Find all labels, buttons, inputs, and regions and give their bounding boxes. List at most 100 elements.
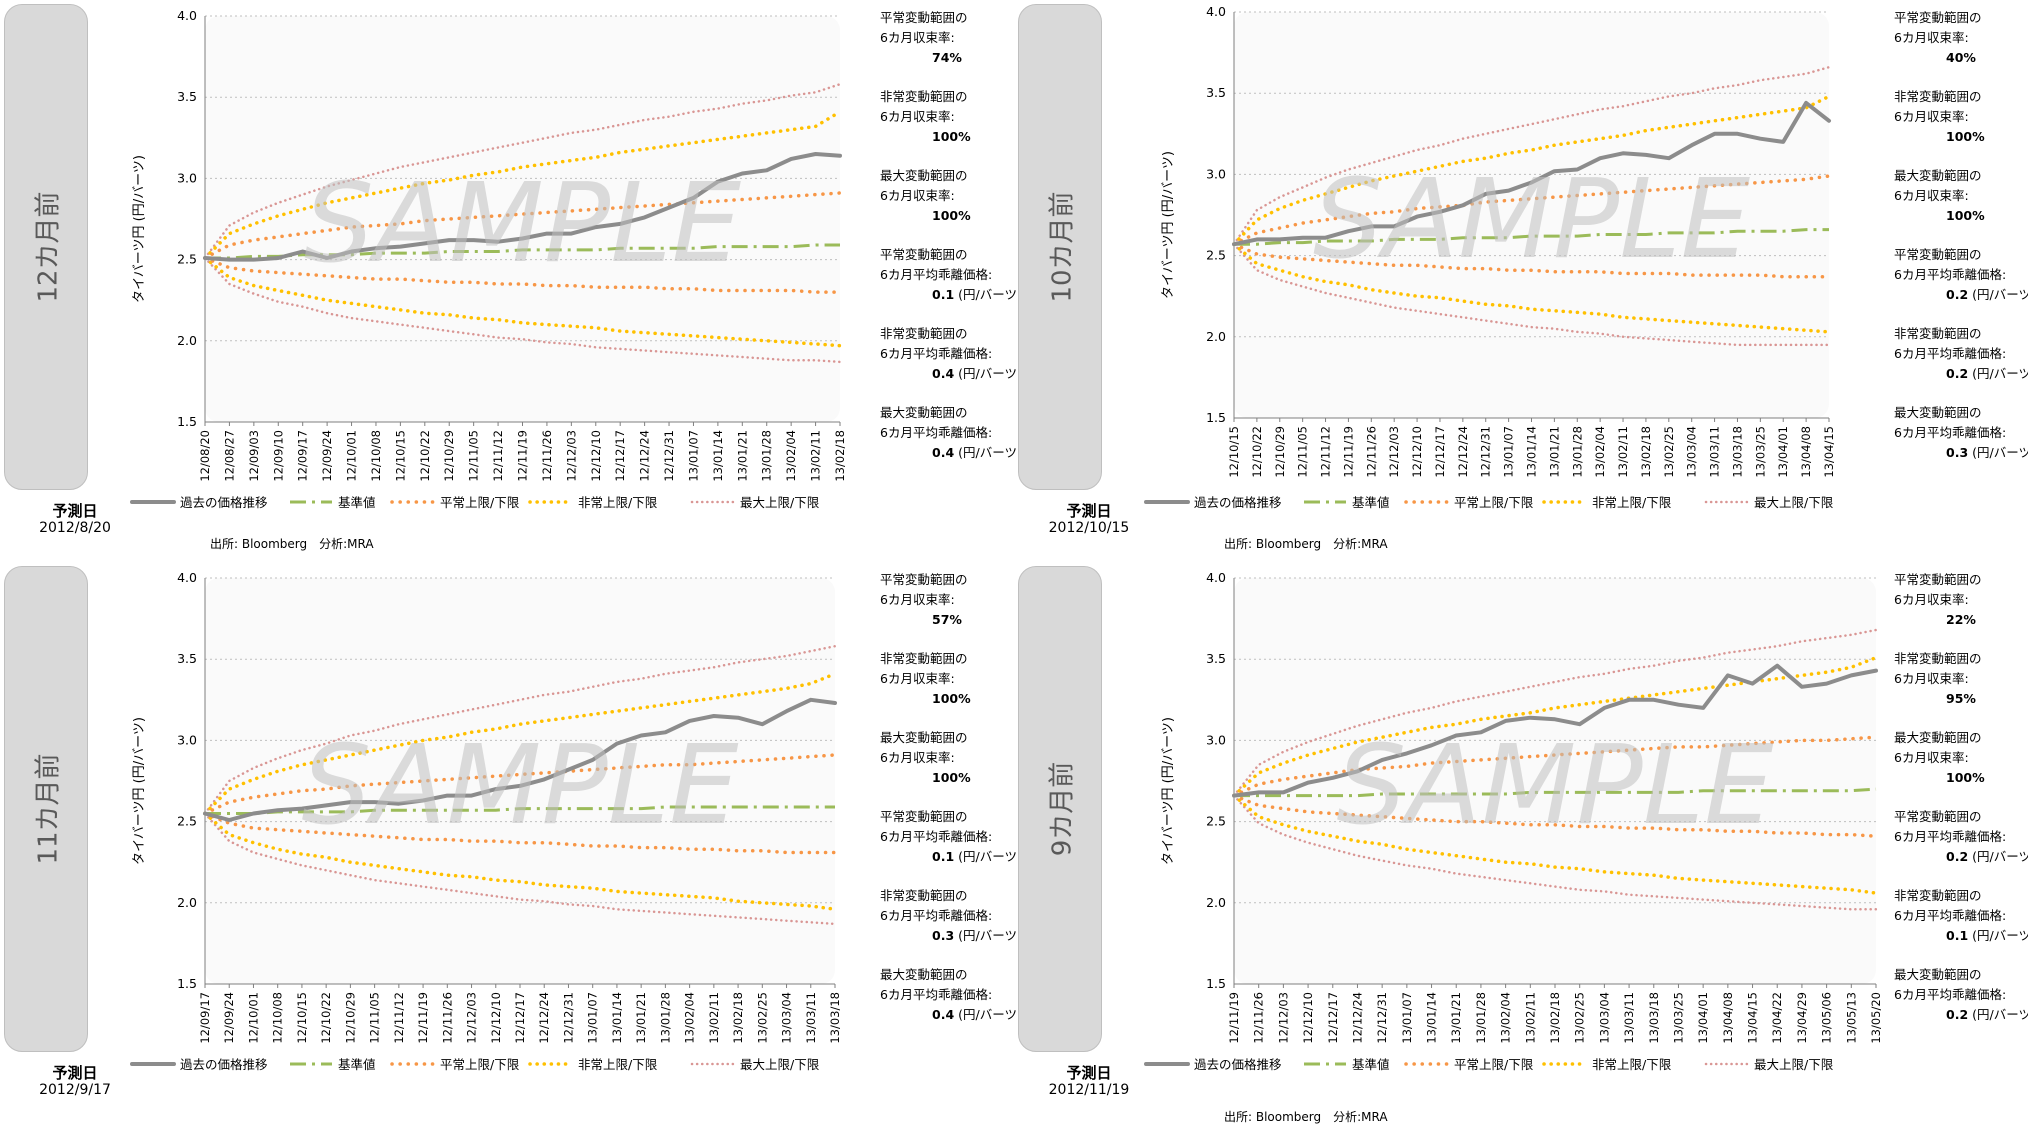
x-tick-label: 12/11/19 bbox=[1227, 992, 1241, 1044]
stat-value: 0.4 (円/バーツ) bbox=[932, 1007, 1022, 1022]
side-tab: 10カ月前 bbox=[1018, 4, 1102, 490]
x-tick-label: 13/01/07 bbox=[586, 992, 600, 1044]
legend-label: 基準値 bbox=[1352, 495, 1390, 510]
legend-item: 非常上限/下限 bbox=[528, 1054, 657, 1073]
x-tick-label: 12/10/22 bbox=[418, 430, 432, 482]
stat-range-label: 非常変動範囲の bbox=[1894, 651, 1982, 666]
legend-item: 非常上限/下限 bbox=[1542, 492, 1671, 511]
x-tick-label: 13/05/13 bbox=[1844, 992, 1858, 1044]
stat-value: 100% bbox=[932, 691, 971, 706]
legend-item: 非常上限/下限 bbox=[1542, 1054, 1671, 1073]
y-tick-label: 3.0 bbox=[177, 170, 197, 185]
stat-item: 平常変動範囲の 6カ月収束率: 74% bbox=[880, 8, 1030, 87]
stat-metric-label: 6カ月平均乖離価格: bbox=[880, 267, 993, 282]
x-tick-label: 13/01/28 bbox=[1570, 426, 1584, 478]
x-tick-label: 12/12/10 bbox=[1410, 426, 1424, 478]
x-tick-label: 12/11/19 bbox=[416, 992, 430, 1044]
y-tick-label: 3.0 bbox=[1206, 166, 1226, 181]
stat-item: 非常変動範囲の 6カ月収束率: 95% bbox=[1894, 649, 2028, 728]
series-baseline bbox=[1234, 228, 1829, 246]
legend-swatch bbox=[1704, 500, 1750, 503]
stat-value: 100% bbox=[1946, 770, 1985, 785]
legend-item: 基準値 bbox=[288, 492, 376, 511]
prediction-date-label: 予測日 bbox=[52, 502, 98, 520]
stat-range-label: 最大変動範囲の bbox=[1894, 967, 1982, 982]
series-normal-upper bbox=[1232, 735, 1878, 798]
x-tick-label: 12/11/05 bbox=[1296, 426, 1310, 478]
legend-item: 平常上限/下限 bbox=[1404, 492, 1533, 511]
x-tick-label: 12/08/20 bbox=[198, 430, 212, 482]
legend-label: 非常上限/下限 bbox=[578, 1057, 658, 1072]
stat-unit: (円/バーツ) bbox=[958, 287, 1022, 302]
series-extreme-lower bbox=[1232, 793, 1878, 895]
side-tab: 12カ月前 bbox=[4, 4, 88, 490]
series-extreme-upper bbox=[203, 110, 842, 260]
y-tick-label: 1.5 bbox=[177, 414, 197, 429]
series-extreme-lower bbox=[203, 811, 837, 912]
x-tick-label: 12/09/17 bbox=[198, 992, 212, 1044]
legend-swatch bbox=[390, 1061, 436, 1066]
stat-item: 平常変動範囲の 6カ月平均乖離価格: 0.1 (円/バーツ) bbox=[880, 245, 1030, 324]
chart-legend: 過去の価格推移 基準値 平常上限/下限 非常上限/下限 最大上限/下限 bbox=[1144, 492, 1904, 514]
x-tick-label: 13/02/04 bbox=[683, 992, 697, 1044]
y-tick-label: 4.0 bbox=[177, 8, 197, 23]
x-tick-label: 13/04/01 bbox=[1696, 992, 1710, 1044]
x-tick-label: 13/02/25 bbox=[1662, 426, 1676, 478]
stat-value: 0.1(円/バーツ) bbox=[932, 287, 1022, 302]
legend-item: 平常上限/下限 bbox=[1404, 1054, 1533, 1073]
x-tick-label: 12/11/26 bbox=[540, 430, 554, 482]
side-tab: 9カ月前 bbox=[1018, 566, 1102, 1052]
stat-unit: (円/バーツ) bbox=[958, 366, 1022, 381]
prediction-date-label: 予測日 bbox=[52, 1064, 98, 1082]
x-tick-label: 12/09/03 bbox=[247, 430, 261, 482]
stat-metric-label: 6カ月平均乖離価格: bbox=[880, 425, 993, 440]
legend-label: 非常上限/下限 bbox=[1592, 495, 1672, 510]
stat-range-label: 非常変動範囲の bbox=[1894, 888, 1982, 903]
x-tick-label: 12/09/24 bbox=[320, 430, 334, 482]
x-tick-label: 12/10/29 bbox=[442, 430, 456, 482]
x-tick-label: 13/04/15 bbox=[1822, 426, 1836, 478]
stat-range-label: 非常変動範囲の bbox=[880, 651, 968, 666]
stat-value: 0.1(円/バーツ) bbox=[1894, 926, 2028, 946]
stat-value: 74% bbox=[932, 50, 962, 65]
legend-item: 平常上限/下限 bbox=[390, 492, 519, 511]
y-tick-label: 2.0 bbox=[177, 895, 197, 910]
y-tick-label: 2.5 bbox=[177, 814, 197, 829]
y-tick-label: 1.5 bbox=[1206, 410, 1226, 425]
x-tick-label: 13/03/11 bbox=[1622, 992, 1636, 1044]
x-tick-label: 12/12/24 bbox=[1350, 992, 1364, 1044]
x-tick-label: 13/02/18 bbox=[731, 992, 745, 1044]
legend-swatch bbox=[1542, 1061, 1588, 1066]
x-tick-label: 12/12/17 bbox=[513, 992, 527, 1044]
x-tick-label: 13/03/18 bbox=[1647, 992, 1661, 1044]
legend-label: 基準値 bbox=[338, 495, 376, 510]
stat-item: 平常変動範囲の 6カ月収束率: 40% bbox=[1894, 8, 2028, 87]
series-max-upper bbox=[203, 644, 837, 815]
x-tick-label: 12/12/10 bbox=[489, 992, 503, 1044]
panel-9-months: 9カ月前 1.5 2.0 2.5 3.0 3.5 4.0 12/11/19 12/11/26 1… bbox=[1014, 562, 2028, 1124]
series-price-history bbox=[1232, 663, 1878, 798]
stats-panel: 平常変動範囲の 6カ月収束率: 74% 非常変動範囲の 6カ月収束率: 100% 最大変動範… bbox=[880, 8, 1030, 482]
stat-item: 平常変動範囲の 6カ月収束率: 57% bbox=[880, 570, 1030, 649]
stat-metric-label: 6カ月収束率: bbox=[880, 671, 955, 686]
stat-unit: (円/バーツ) bbox=[958, 849, 1022, 864]
legend-swatch bbox=[390, 499, 436, 504]
stat-metric-label: 6カ月平均乖離価格: bbox=[880, 987, 993, 1002]
stat-range-label: 最大変動範囲の bbox=[880, 168, 968, 183]
stat-value: 0.4 (円/バーツ) bbox=[932, 445, 1022, 460]
legend-label: 平常上限/下限 bbox=[1454, 1057, 1534, 1072]
legend-label: 最大上限/下限 bbox=[1754, 1057, 1834, 1072]
y-tick-label: 3.5 bbox=[177, 651, 197, 666]
x-tick-label: 13/03/25 bbox=[1671, 992, 1685, 1044]
legend-item: 過去の価格推移 bbox=[130, 492, 268, 511]
stat-metric-label: 6カ月収束率: bbox=[1894, 30, 1969, 45]
legend-label: 基準値 bbox=[338, 1057, 376, 1072]
stat-unit: (円/バーツ) bbox=[1972, 366, 2028, 381]
fx-chart: 1.5 2.0 2.5 3.0 3.5 4.0 12/10/15 12/10/22 12/10/… bbox=[1161, 4, 1836, 478]
stat-metric-label: 6カ月収束率: bbox=[1894, 592, 1969, 607]
stat-range-label: 平常変動範囲の bbox=[880, 809, 968, 824]
sample-watermark: SAMPLE bbox=[301, 721, 739, 849]
legend-label: 過去の価格推移 bbox=[1194, 1057, 1282, 1072]
panel-11-months: 11カ月前 1.5 2.0 2.5 3.0 3.5 4.0 12/09/17 12/09/24… bbox=[0, 562, 1022, 1124]
x-tick-label: 12/11/12 bbox=[491, 430, 505, 482]
